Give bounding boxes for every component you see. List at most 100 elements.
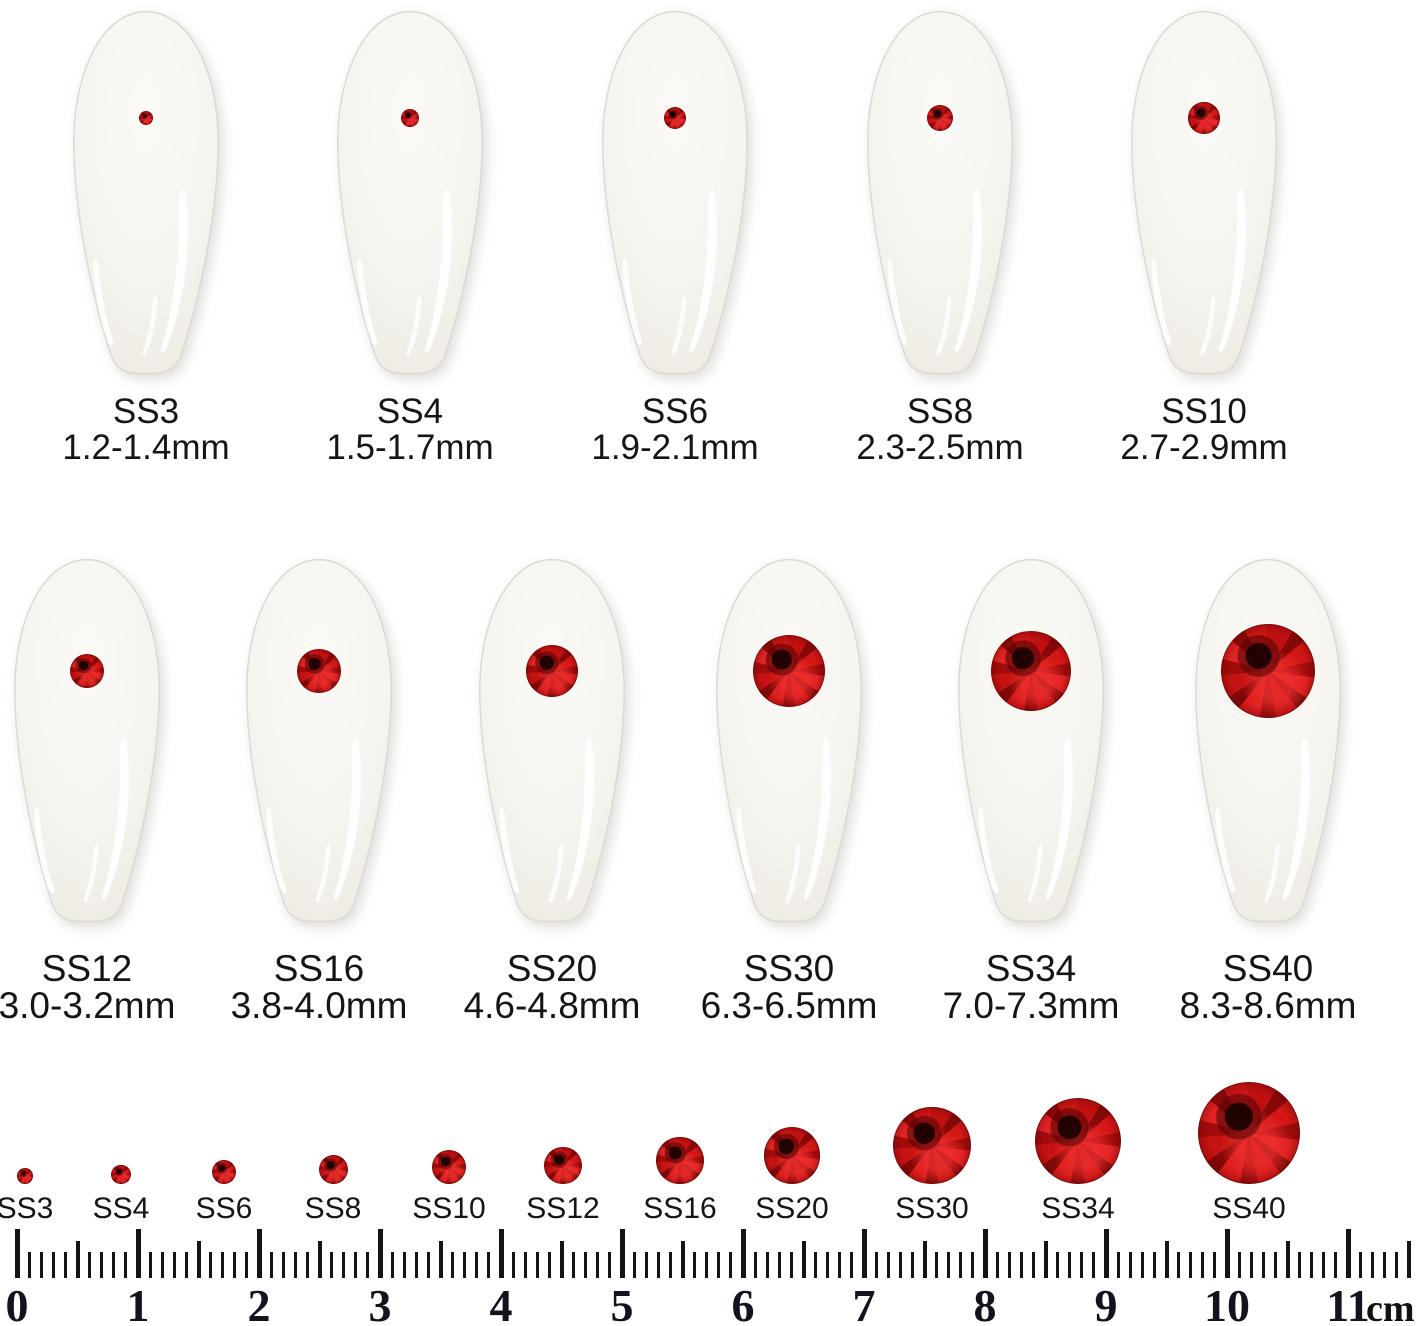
size-range-label: 6.3-6.5mm [700, 985, 878, 1026]
ruler-tick [1370, 1252, 1374, 1278]
ruler-tick [330, 1252, 334, 1278]
ruler-tick [1068, 1252, 1072, 1278]
ruler-tick [112, 1252, 116, 1278]
loose-size-label: SS12 [526, 1192, 600, 1225]
ruler-tick [1249, 1252, 1253, 1278]
ruler-tick [1273, 1252, 1277, 1278]
rhinestone-gem [297, 649, 341, 693]
ruler-tick [1394, 1252, 1398, 1278]
ruler-tick [584, 1252, 588, 1278]
rhinestone-gem [763, 1127, 821, 1184]
ruler-tick [402, 1252, 406, 1278]
ruler-tick [14, 1229, 20, 1278]
size-range-label: 1.5-1.7mm [326, 428, 494, 467]
rhinestone-gem [926, 104, 954, 132]
ruler-tick [777, 1252, 781, 1278]
size-range-label: 7.0-7.3mm [942, 985, 1120, 1026]
ruler-tick [861, 1229, 867, 1278]
ruler-tick [498, 1229, 504, 1278]
rhinestone-gem [1034, 1097, 1122, 1184]
ruler-tick [1358, 1252, 1362, 1278]
size-code-label: SS6 [641, 392, 709, 431]
nail-tip [716, 558, 862, 923]
ruler-tick [1406, 1241, 1411, 1278]
ruler-number: 9 [1094, 1280, 1118, 1326]
size-code-label: SS12 [41, 948, 133, 989]
ruler-tick [354, 1252, 358, 1278]
ruler-number: 2 [247, 1280, 271, 1326]
ruler-number: 4 [489, 1280, 513, 1326]
ruler-tick [1080, 1252, 1084, 1278]
size-range-label: 4.6-4.8mm [463, 985, 641, 1026]
ruler-number: 6 [731, 1280, 755, 1326]
ruler-tick [1189, 1252, 1193, 1278]
size-range-label: 1.2-1.4mm [62, 428, 230, 467]
ruler-number: 5 [610, 1280, 634, 1326]
ruler-tick [1056, 1252, 1060, 1278]
ruler-tick [1382, 1252, 1386, 1278]
ruler-tick [1031, 1252, 1035, 1278]
ruler-tick [608, 1252, 612, 1278]
rhinestone-gem [753, 635, 825, 707]
loose-size-label: SS34 [1041, 1192, 1115, 1225]
ruler-tick [1043, 1241, 1048, 1278]
nail-tip [1195, 558, 1341, 923]
loose-size-label: SS16 [643, 1192, 717, 1225]
ruler-tick [826, 1252, 830, 1278]
ruler-tick [293, 1252, 297, 1278]
rhinestone-gem [525, 644, 579, 698]
ruler-tick [414, 1252, 418, 1278]
ruler-tick [221, 1252, 225, 1278]
size-code-label: SS3 [112, 392, 180, 431]
rhinestone-gem [401, 109, 419, 127]
ruler-tick [717, 1252, 721, 1278]
loose-size-label: SS30 [895, 1192, 969, 1225]
ruler-tick [1164, 1241, 1169, 1278]
ruler-tick [342, 1252, 346, 1278]
ruler-tick [1128, 1252, 1132, 1278]
ruler-tick [463, 1252, 467, 1278]
ruler-tick [317, 1241, 322, 1278]
ruler-tick [1261, 1252, 1265, 1278]
ruler-tick [935, 1252, 939, 1278]
ruler-tick [1019, 1252, 1023, 1278]
ruler-tick [656, 1252, 660, 1278]
ruler-tick [729, 1252, 733, 1278]
rhinestone-gem [1197, 1081, 1301, 1184]
ruler-tick [910, 1252, 914, 1278]
ruler-tick [693, 1252, 697, 1278]
ruler-tick [814, 1252, 818, 1278]
ruler-tick [27, 1252, 31, 1278]
loose-size-label: SS8 [304, 1192, 362, 1225]
ruler-tick [1334, 1252, 1338, 1278]
ruler-tick [184, 1252, 188, 1278]
rhinestone-gem [663, 106, 687, 130]
ruler-tick [596, 1252, 600, 1278]
ruler-tick [995, 1252, 999, 1278]
nail-tip [867, 10, 1013, 375]
ruler-tick [1298, 1252, 1302, 1278]
ruler-tick [922, 1241, 927, 1278]
ruler-tick [898, 1252, 902, 1278]
rhinestone-gem [991, 631, 1072, 712]
size-range-label: 2.7-2.9mm [1120, 428, 1288, 467]
ruler-tick [668, 1252, 672, 1278]
ruler-tick [1177, 1252, 1181, 1278]
rhinestone-gem [138, 110, 154, 126]
ruler-tick [874, 1252, 878, 1278]
ruler-tick [559, 1241, 564, 1278]
ruler-tick [51, 1252, 55, 1278]
ruler-tick [1103, 1229, 1109, 1278]
ruler-tick [1345, 1229, 1351, 1278]
ruler-tick [740, 1229, 746, 1278]
ruler-tick [63, 1252, 67, 1278]
rhinestone-gem [17, 1168, 33, 1184]
rhinestone-gem [1220, 623, 1316, 719]
size-code-label: SS4 [376, 392, 444, 431]
ruler-tick [124, 1252, 128, 1278]
ruler-number: 10 [1204, 1280, 1250, 1326]
nail-tip [337, 10, 483, 375]
ruler-tick [209, 1252, 213, 1278]
ruler-tick [39, 1252, 43, 1278]
